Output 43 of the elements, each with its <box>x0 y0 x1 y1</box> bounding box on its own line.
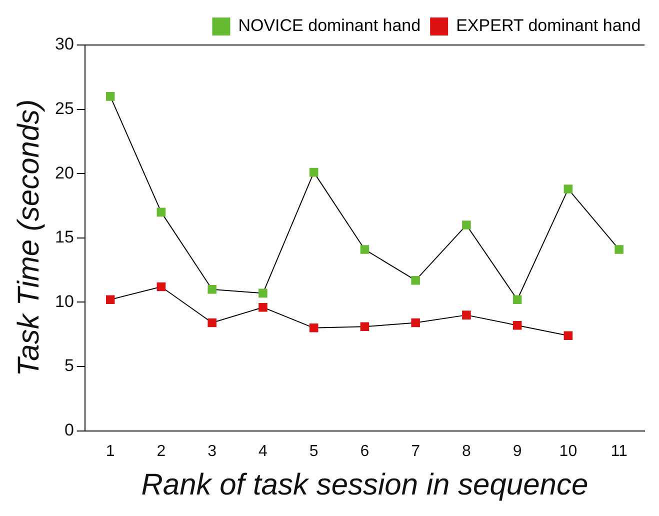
point <box>462 310 471 320</box>
x-tick-label: 7 <box>411 442 420 460</box>
x-tick-label: 9 <box>512 442 522 460</box>
point <box>258 302 268 312</box>
x-tick-label: 2 <box>156 442 166 460</box>
x-tick-label: 5 <box>309 442 318 460</box>
point <box>208 284 216 294</box>
y-tick-label: 25 <box>54 98 74 118</box>
point <box>512 295 522 304</box>
y-tick-label: 30 <box>54 34 74 54</box>
y-tick-label: 10 <box>54 292 74 311</box>
point <box>360 245 370 254</box>
x-tick-label: 10 <box>559 442 578 460</box>
legend-label: NOVICE dominant hand <box>238 16 421 36</box>
x-tick-label: 4 <box>258 442 268 460</box>
x-tick-label: 3 <box>208 442 217 460</box>
point <box>411 276 420 285</box>
point <box>360 322 370 332</box>
y-tick-label: 5 <box>64 356 74 376</box>
point <box>106 295 115 304</box>
point <box>564 184 573 194</box>
point <box>411 318 420 328</box>
point <box>462 220 471 230</box>
point <box>564 331 573 340</box>
point <box>614 245 624 254</box>
point <box>258 288 268 298</box>
x-tick-label: 1 <box>106 442 115 460</box>
x-tick-label: 8 <box>462 442 471 460</box>
y-tick-label: 15 <box>54 228 74 247</box>
point <box>106 92 115 101</box>
x-tick-label: 11 <box>610 442 628 460</box>
x-tick-label: 6 <box>360 442 370 460</box>
point <box>309 168 318 177</box>
point <box>156 282 166 292</box>
x-axis-title: Rank of task session in sequence <box>141 468 588 502</box>
y-tick-label: 0 <box>64 420 74 440</box>
point <box>512 320 522 330</box>
point <box>208 318 216 328</box>
point <box>156 208 166 217</box>
point <box>309 324 318 332</box>
y-axis-title: Task Time (seconds) <box>12 99 46 376</box>
y-tick-label: 20 <box>54 163 74 182</box>
legend-label: EXPERT dominant hand <box>456 16 641 36</box>
